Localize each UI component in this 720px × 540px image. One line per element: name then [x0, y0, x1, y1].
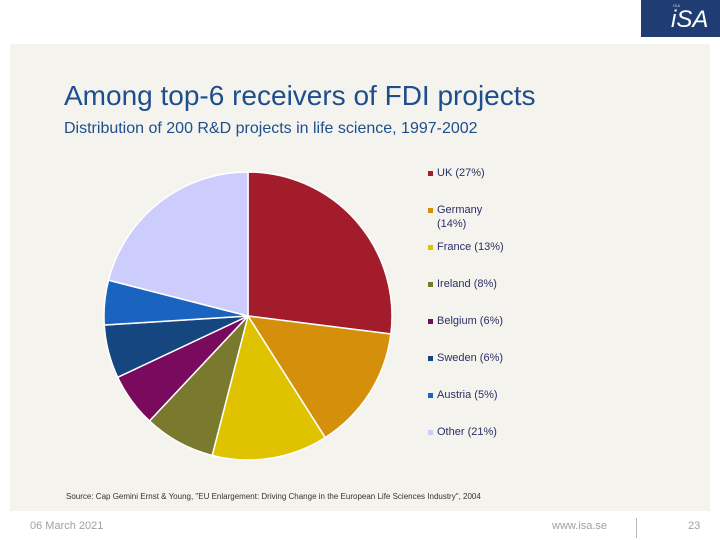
logo-small-text: ISA: [673, 3, 681, 8]
pie-slice-france: [211, 314, 327, 461]
legend-item-belgium: Belgium (6%): [428, 314, 527, 328]
legend-label-belgium: Belgium (6%): [437, 315, 504, 327]
isa-logo: [641, 0, 720, 37]
pie-slice-germany: [246, 315, 392, 439]
legend-item-france: France (13%): [428, 240, 527, 254]
legend-label-france: France (13%): [437, 241, 504, 253]
page-title: Among top-6 receivers of FDI projects: [64, 80, 536, 111]
source-note: Source: Cap Gemini Ernst & Young, "EU En…: [66, 492, 481, 501]
legend-swatch-other: [428, 430, 433, 435]
legend-item-austria: Austria (5%): [428, 388, 527, 402]
legend-swatch-uk: [428, 171, 433, 176]
footer-divider: [636, 518, 637, 538]
legend-swatch-belgium: [428, 319, 433, 324]
legend-label-austria: Austria (5%): [437, 389, 498, 401]
legend-swatch-austria: [428, 393, 433, 398]
legend-label-sweden: Sweden (6%): [437, 352, 504, 364]
legend-label-other: Other (21%): [437, 426, 497, 438]
footer-date: 06 March 2021: [30, 520, 104, 532]
pie-slice-uk: [247, 171, 393, 335]
legend-swatch-ireland: [428, 282, 433, 287]
page-number: 23: [688, 520, 701, 532]
legend-swatch-france: [428, 245, 433, 250]
legend-item-sweden: Sweden (6%): [428, 351, 527, 365]
logo-text: iSA: [671, 6, 709, 33]
footer-url: www.isa.se: [552, 520, 608, 532]
legend-label-germany: Germany (14%): [437, 204, 483, 230]
page-subtitle: Distribution of 200 R&D projects in life…: [64, 120, 478, 137]
legend-label-ireland: Ireland (8%): [437, 278, 497, 290]
pie-slice-other: [107, 171, 249, 317]
legend-item-germany: Germany (14%): [428, 203, 507, 231]
legend-label-uk: UK (27%): [437, 167, 485, 179]
legend-item-uk: UK (27%): [428, 166, 527, 180]
legend-item-other: Other (21%): [428, 425, 527, 439]
legend-swatch-germany: [428, 208, 433, 213]
legend-item-ireland: Ireland (8%): [428, 277, 527, 291]
legend-swatch-sweden: [428, 356, 433, 361]
